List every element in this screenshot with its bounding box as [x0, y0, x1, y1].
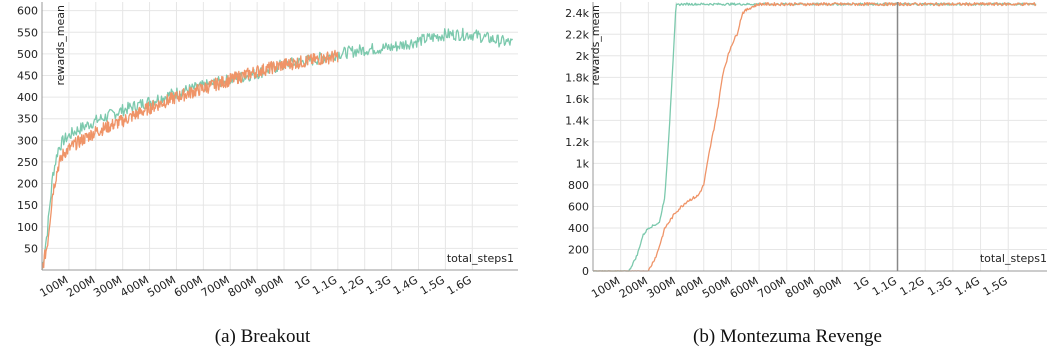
x-axis-label: total_steps1 — [447, 252, 514, 265]
x-tick-label: 800M — [226, 273, 259, 300]
y-tick-label: 100 — [17, 221, 38, 234]
x-tick-label: 100M — [589, 274, 622, 301]
y-axis-label: rewards_mean — [54, 5, 67, 86]
x-tick-label: 1.2G — [898, 274, 927, 298]
x-tick-label: 400M — [118, 273, 151, 300]
x-tick-label: 1G — [851, 274, 871, 293]
y-tick-label: 50 — [24, 242, 38, 255]
series-line-2 — [593, 1, 1037, 272]
y-axis-label: rewards_mean — [589, 5, 602, 86]
grid-lines — [593, 2, 1047, 272]
axes — [41, 2, 518, 271]
x-tick-label: 1.5G — [981, 274, 1010, 298]
x-tick-label: 200M — [64, 273, 97, 300]
y-tick-label: 1.6k — [565, 93, 589, 106]
x-tick-label: 1.1G — [870, 274, 899, 298]
x-tick-label: 500M — [145, 273, 178, 300]
x-tick-label: 500M — [700, 274, 733, 301]
x-tick-label: 900M — [253, 273, 286, 300]
y-tick-label: 2.2k — [565, 28, 589, 41]
axes — [592, 2, 1047, 272]
y-tick-label: 2k — [576, 50, 590, 63]
x-tick-label: 900M — [811, 274, 844, 301]
x-tick-label: 1.3G — [364, 273, 393, 297]
series-line-1 — [41, 27, 514, 271]
y-tick-label: 1.4k — [565, 114, 589, 127]
x-tick-label: 1.1G — [310, 273, 339, 297]
x-tick-label: 600M — [172, 273, 205, 300]
y-tick-label: 2.4k — [565, 7, 589, 20]
y-tick-label: 350 — [17, 113, 38, 126]
x-tick-label: 1.3G — [925, 274, 954, 298]
x-tick-label: 1.4G — [391, 273, 420, 297]
tick-labels: 50 100 150 200 250 300 350 400 450 500 550 600 100M2… — [17, 5, 474, 300]
x-tick-label: 100M — [37, 273, 70, 300]
y-tick-label: 250 — [17, 156, 38, 169]
y-tick-label: 1.2k — [565, 136, 589, 149]
y-tick-label: 600 — [568, 200, 589, 213]
x-tick-label: 400M — [672, 274, 705, 301]
y-tick-label: 150 — [17, 199, 38, 212]
series-lines — [41, 27, 514, 271]
y-tick-label: 200 — [568, 243, 589, 256]
x-tick-label: 1.6G — [445, 273, 474, 297]
x-tick-label: 1.4G — [953, 274, 982, 298]
y-tick-label: 550 — [17, 26, 38, 39]
y-tick-label: 800 — [568, 179, 589, 192]
y-tick-label: 200 — [17, 178, 38, 191]
x-tick-label: 700M — [755, 274, 788, 301]
y-tick-label: 400 — [17, 91, 38, 104]
y-tick-label: 450 — [17, 69, 38, 82]
tick-labels: 0 200 400 600 800 1k 1.2k 1.4k 1.6k 1.8k 2k 2.2k 2.4… — [565, 7, 1010, 301]
y-tick-label: 1.8k — [565, 71, 589, 84]
x-axis-label: total_steps1 — [980, 252, 1047, 265]
caption-montezuma: (b) Montezuma Revenge — [693, 326, 882, 347]
x-tick-label: 1.5G — [418, 273, 447, 297]
x-tick-label: 300M — [91, 273, 124, 300]
y-tick-label: 500 — [17, 48, 38, 61]
series-lines — [592, 1, 1037, 272]
montezuma-chart: 0 200 400 600 800 1k 1.2k 1.4k 1.6k 1.8k 2k 2.2k 2.4… — [565, 1, 1047, 301]
grid-lines — [42, 2, 518, 270]
y-tick-label: 600 — [17, 5, 38, 18]
x-tick-label: 200M — [617, 274, 650, 301]
y-tick-label: 0 — [582, 265, 589, 278]
x-tick-label: 1G — [292, 273, 312, 292]
x-tick-label: 800M — [783, 274, 816, 301]
x-tick-label: 300M — [645, 274, 678, 301]
y-tick-label: 300 — [17, 134, 38, 147]
x-tick-label: 600M — [728, 274, 761, 301]
caption-breakout: (a) Breakout — [214, 326, 311, 347]
breakout-chart: 50 100 150 200 250 300 350 400 450 500 550 600 100M2… — [17, 2, 518, 300]
x-tick-label: 700M — [199, 273, 232, 300]
x-tick-label: 1.2G — [337, 273, 366, 297]
y-tick-label: 400 — [568, 222, 589, 235]
y-tick-label: 1k — [576, 157, 590, 170]
series-line-2 — [41, 49, 339, 270]
